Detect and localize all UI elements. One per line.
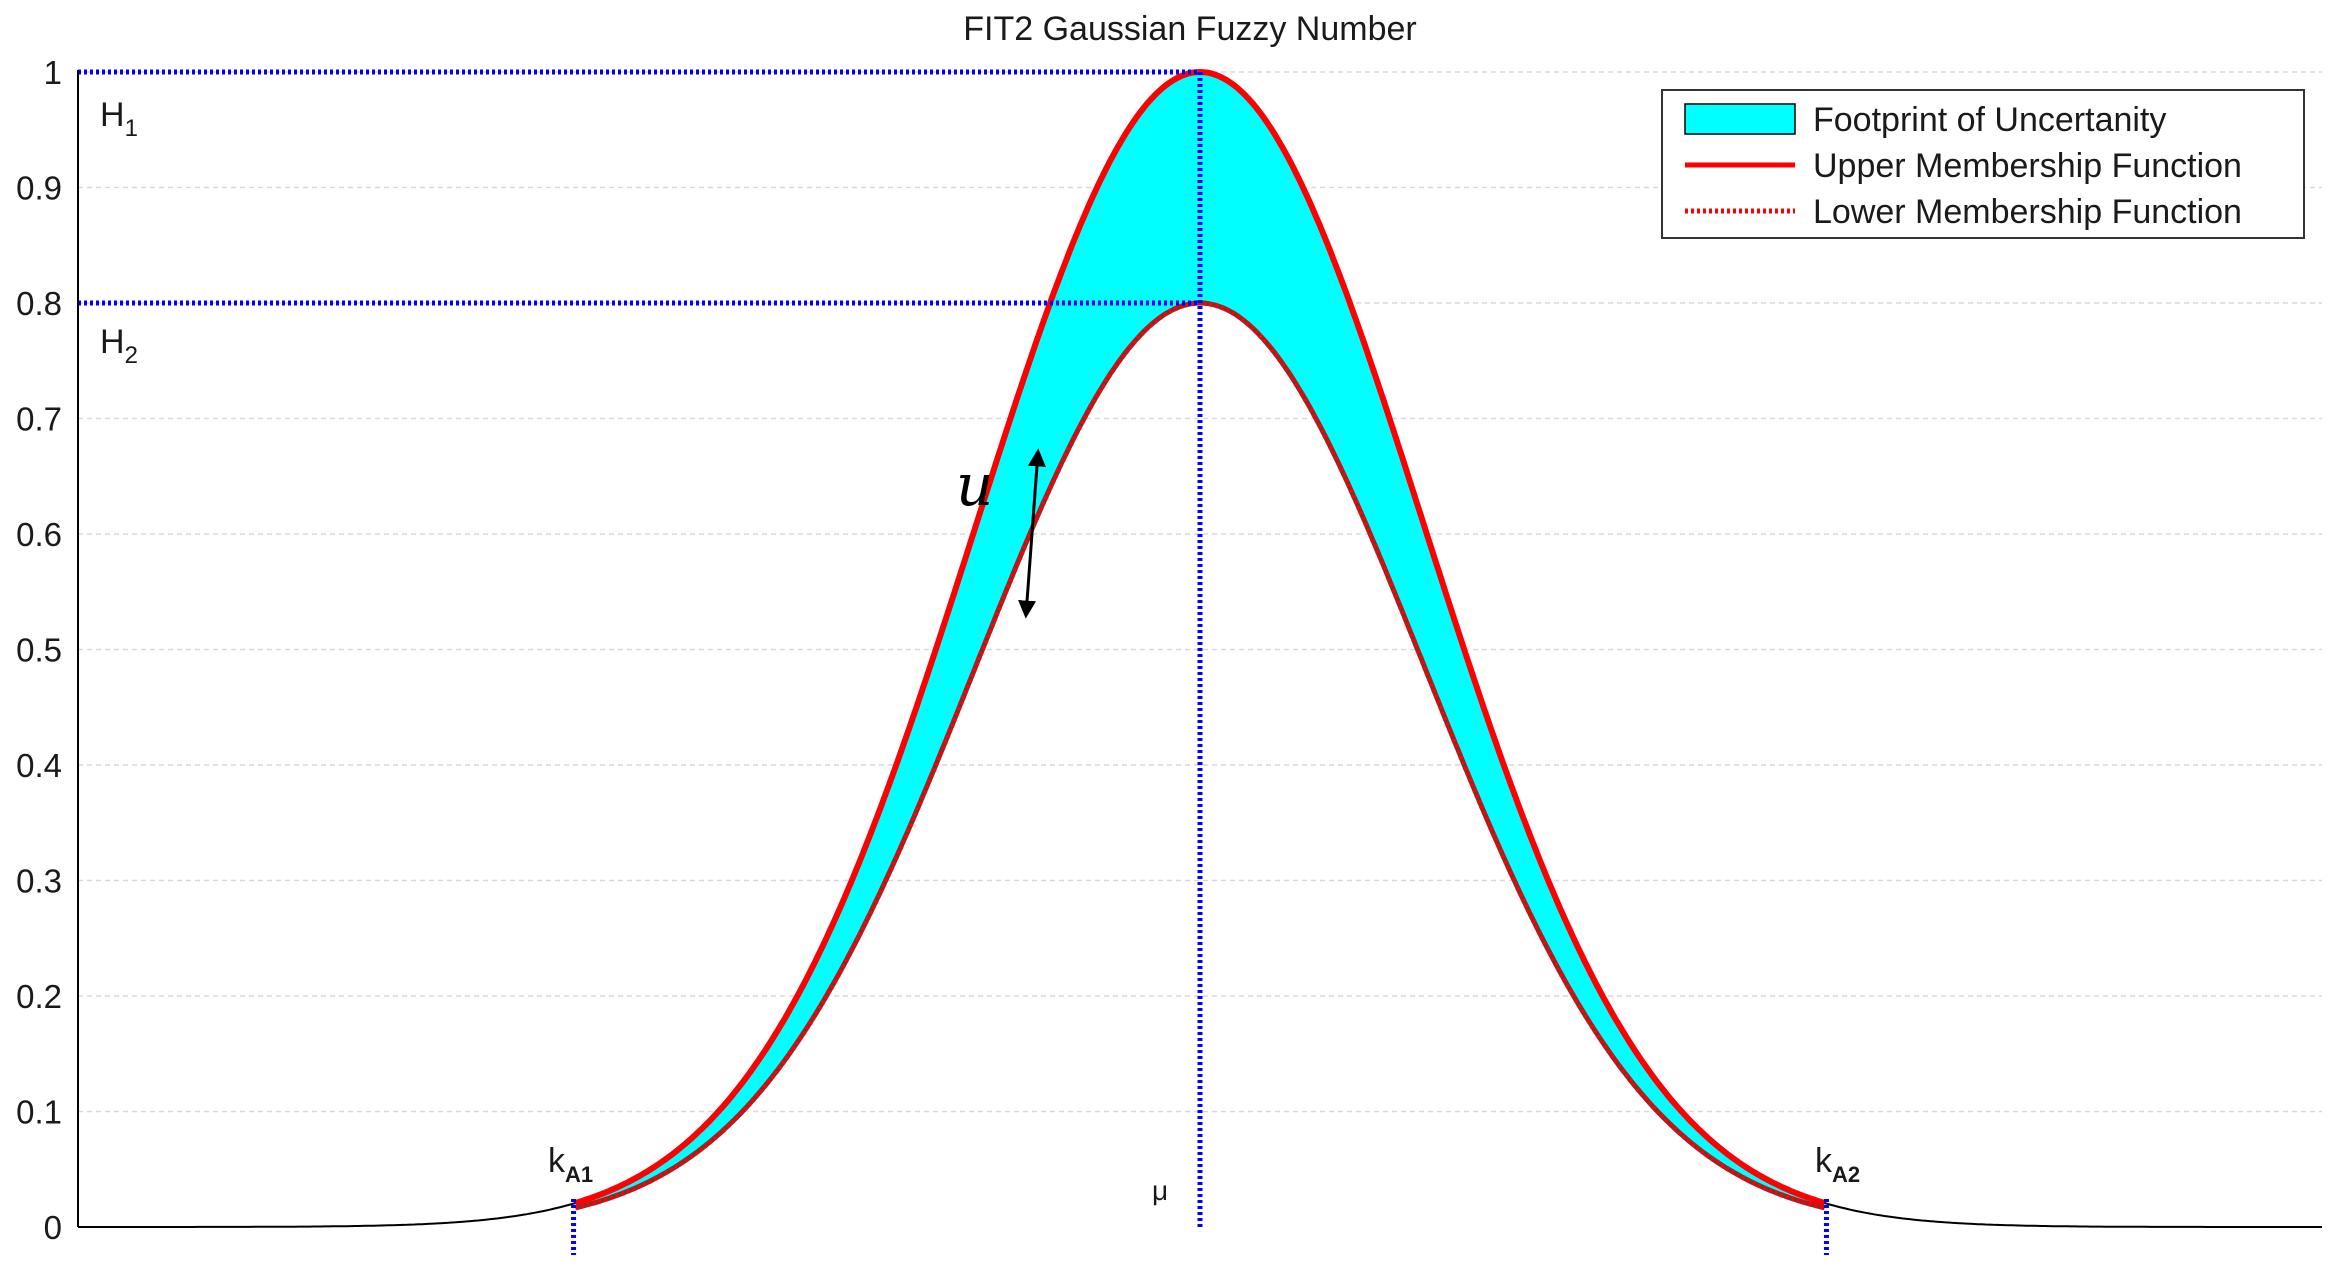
y-tick-label: 0.2 (16, 978, 62, 1015)
ka2-label: kA2 (1815, 1142, 1860, 1187)
legend-label-fou: Footprint of Uncertanity (1813, 101, 2166, 139)
y-tick-label: 0.6 (16, 516, 62, 553)
y-tick-label: 0.7 (16, 401, 62, 438)
y-tick-label: 0.9 (16, 170, 62, 207)
y-tick-label: 0.1 (16, 1094, 62, 1131)
u-label: u (956, 451, 993, 519)
y-tick-labels: 0 0.1 0.2 0.3 0.4 0.5 0.6 0.7 0.8 0.9 1 (16, 54, 62, 1246)
chart-title: FIT2 Gaussian Fuzzy Number (963, 10, 1416, 48)
y-tick-label: 0.3 (16, 863, 62, 900)
footprint-of-uncertainty (575, 72, 1825, 1208)
legend-label-upper: Upper Membership Function (1813, 147, 2242, 185)
h2-label: H2 (100, 323, 138, 369)
y-tick-label: 0 (44, 1209, 62, 1246)
legend: Footprint of Uncertanity Upper Membershi… (1661, 89, 2305, 239)
y-tick-label: 1 (44, 54, 62, 91)
legend-swatch-fou (1684, 103, 1796, 135)
y-tick-label: 0.4 (16, 747, 62, 784)
ka1-label: kA1 (548, 1142, 593, 1187)
y-tick-label: 0.5 (16, 632, 62, 669)
reference-lines-layer (78, 69, 1829, 1255)
y-tick-label: 0.8 (16, 285, 62, 322)
h1-label: H1 (100, 96, 138, 142)
footprint-of-uncertainty-layer (575, 72, 1825, 1208)
mu-label: μ (1152, 1175, 1168, 1206)
u-arrow (1018, 448, 1046, 619)
legend-label-lower: Lower Membership Function (1813, 193, 2242, 231)
